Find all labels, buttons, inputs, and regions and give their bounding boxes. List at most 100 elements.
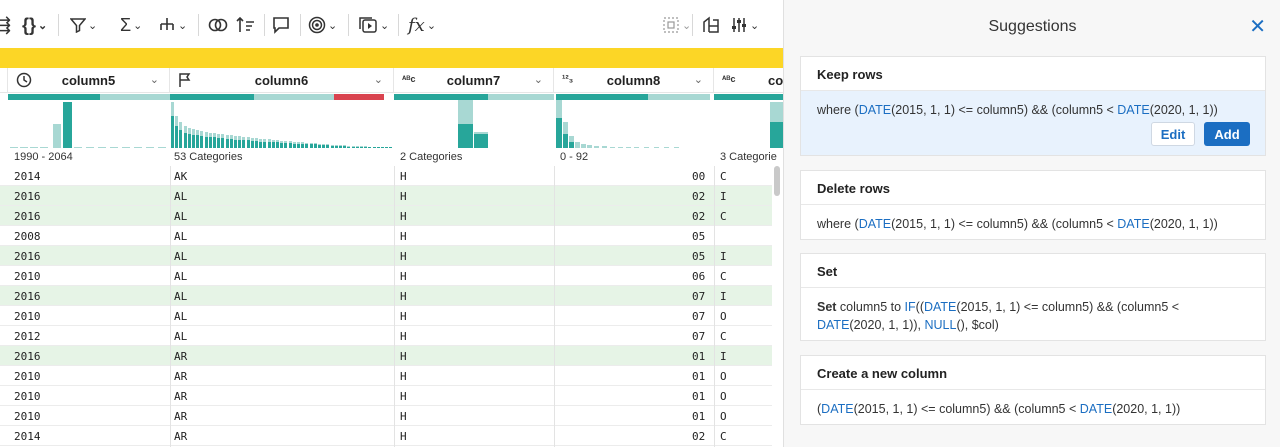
table-cell[interactable]: AL: [174, 330, 188, 343]
table-cell[interactable]: H: [400, 230, 407, 243]
histogram-bar[interactable]: [556, 118, 562, 148]
table-row[interactable]: 2016 AL H 05 I: [0, 246, 772, 266]
merge-icon[interactable]: [208, 14, 228, 36]
table-cell[interactable]: AR: [174, 370, 188, 383]
histogram-bar[interactable]: [259, 142, 263, 148]
histogram-bar[interactable]: [770, 122, 783, 148]
histogram-bar[interactable]: [594, 146, 599, 148]
table-cell[interactable]: AL: [174, 270, 188, 283]
histogram-bar[interactable]: [196, 135, 200, 148]
table-cell[interactable]: C: [720, 430, 727, 443]
table-cell[interactable]: 05: [692, 230, 706, 243]
suggestion-card-create-column[interactable]: Create a new column (DATE(2015, 1, 1) <=…: [800, 355, 1266, 425]
table-cell[interactable]: H: [400, 370, 407, 383]
histogram-bar[interactable]: [246, 140, 250, 148]
histogram-bar[interactable]: [213, 137, 216, 148]
histogram-bar[interactable]: [602, 146, 607, 148]
table-cell[interactable]: O: [720, 310, 727, 323]
histogram-bar[interactable]: [74, 147, 82, 148]
histogram-bar[interactable]: [221, 138, 225, 148]
split-icon[interactable]: ⇶: [0, 14, 12, 35]
histogram-bar[interactable]: [309, 144, 313, 148]
vertical-scrollbar[interactable]: [774, 166, 780, 196]
table-cell[interactable]: H: [400, 170, 407, 183]
table-cell[interactable]: H: [400, 210, 407, 223]
chevron-down-icon[interactable]: ⌄: [693, 74, 703, 86]
table-cell[interactable]: 00: [692, 170, 706, 183]
table-cell[interactable]: H: [400, 350, 407, 363]
histogram-bar[interactable]: [634, 147, 639, 148]
table-cell[interactable]: 07: [692, 330, 706, 343]
histogram-bar[interactable]: [474, 134, 488, 148]
table-cell[interactable]: 01: [692, 390, 706, 403]
histogram-bar[interactable]: [292, 144, 296, 148]
table-cell[interactable]: C: [720, 210, 727, 223]
histogram-bar[interactable]: [569, 142, 574, 148]
table-cell[interactable]: I: [720, 350, 727, 363]
histogram-bar[interactable]: [326, 145, 330, 148]
histogram-bar[interactable]: [389, 147, 393, 148]
formula-icon[interactable]: fx ⌄: [408, 14, 437, 36]
table-row[interactable]: 2010 AR H 01 O: [0, 386, 772, 406]
table-cell[interactable]: 2010: [14, 270, 41, 283]
histogram-bar[interactable]: [175, 126, 179, 148]
table-cell[interactable]: AL: [174, 210, 188, 223]
histogram-bar[interactable]: [313, 144, 317, 148]
table-row[interactable]: 2016 AL H 02 C: [0, 206, 772, 226]
table-cell[interactable]: H: [400, 250, 407, 263]
suggestion-card-set[interactable]: Set Set column5 to IF((DATE(2015, 1, 1) …: [800, 253, 1266, 341]
table-cell[interactable]: 01: [692, 410, 706, 423]
table-cell[interactable]: 2008: [14, 230, 41, 243]
histogram-bar[interactable]: [587, 145, 592, 148]
histogram-bar[interactable]: [183, 133, 187, 148]
table-row[interactable]: 2010 AR H 01 O: [0, 366, 772, 386]
histogram-bar[interactable]: [654, 147, 659, 148]
histogram-bar[interactable]: [339, 146, 342, 148]
histogram-column5[interactable]: [8, 100, 170, 148]
histogram-column8[interactable]: [554, 100, 714, 148]
table-row[interactable]: 2014 AK H 00 C: [0, 166, 772, 186]
histogram-column6[interactable]: [170, 100, 394, 148]
sort-icon[interactable]: [236, 14, 256, 36]
histogram-bar[interactable]: [30, 147, 38, 148]
table-cell[interactable]: H: [400, 270, 407, 283]
histogram-bar[interactable]: [171, 116, 174, 148]
histogram-bar[interactable]: [134, 147, 142, 148]
histogram-bar[interactable]: [280, 143, 284, 148]
histogram-bar[interactable]: [63, 102, 72, 148]
table-cell[interactable]: AL: [174, 190, 188, 203]
histogram-bar[interactable]: [110, 147, 118, 148]
table-row[interactable]: 2010 AR H 01 O: [0, 406, 772, 426]
grid-icon[interactable]: ⌄: [662, 14, 691, 36]
histogram-bar[interactable]: [364, 147, 368, 148]
table-cell[interactable]: 2016: [14, 190, 41, 203]
table-cell[interactable]: I: [720, 250, 727, 263]
table-cell[interactable]: 01: [692, 370, 706, 383]
table-cell[interactable]: AL: [174, 250, 188, 263]
table-cell[interactable]: C: [720, 330, 727, 343]
chevron-down-icon[interactable]: ⌄: [533, 74, 543, 86]
table-cell[interactable]: H: [400, 330, 407, 343]
column-header-column9[interactable]: ᴬᴮc co: [714, 68, 783, 93]
histogram-bar[interactable]: [618, 147, 623, 148]
histogram-bar[interactable]: [322, 145, 326, 148]
histogram-bar[interactable]: [20, 147, 28, 148]
histogram-bar[interactable]: [360, 147, 363, 148]
table-cell[interactable]: 02: [692, 430, 706, 443]
table-cell[interactable]: 2014: [14, 430, 41, 443]
histogram-bar[interactable]: [368, 147, 372, 148]
histogram-bar[interactable]: [40, 147, 48, 148]
histogram-bar[interactable]: [204, 137, 208, 148]
table-row[interactable]: 2016 AL H 07 I: [0, 286, 772, 306]
histogram-bar[interactable]: [242, 140, 246, 148]
histogram-bar[interactable]: [238, 140, 242, 148]
histogram-bar[interactable]: [217, 138, 221, 148]
table-cell[interactable]: 2010: [14, 310, 41, 323]
table-cell[interactable]: 05: [692, 250, 706, 263]
histogram-bar[interactable]: [271, 142, 275, 148]
table-cell[interactable]: 2016: [14, 250, 41, 263]
histogram-bar[interactable]: [263, 142, 267, 148]
histogram-bar[interactable]: [179, 130, 183, 148]
table-cell[interactable]: C: [720, 270, 727, 283]
table-cell[interactable]: I: [720, 190, 727, 203]
